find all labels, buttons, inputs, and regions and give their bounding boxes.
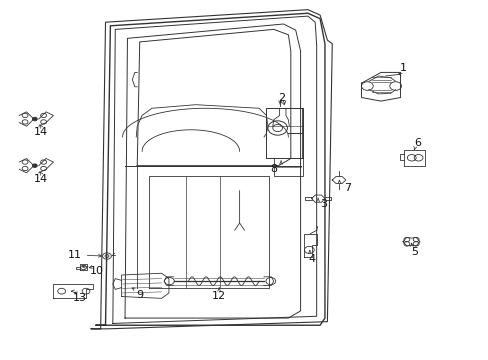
Text: 1: 1 [399, 63, 406, 73]
Text: 14: 14 [34, 127, 48, 136]
Text: 4: 4 [307, 254, 315, 264]
Text: 9: 9 [136, 290, 143, 300]
Circle shape [32, 117, 37, 121]
Text: 8: 8 [270, 163, 277, 174]
Text: 11: 11 [68, 250, 81, 260]
Text: 12: 12 [212, 291, 226, 301]
Text: 13: 13 [73, 293, 87, 303]
Text: 2: 2 [278, 93, 285, 103]
Text: 10: 10 [90, 266, 104, 276]
Text: 3: 3 [320, 199, 327, 210]
Text: 14: 14 [34, 174, 48, 184]
Circle shape [32, 164, 37, 167]
Text: 5: 5 [411, 247, 418, 257]
Text: 6: 6 [413, 138, 420, 148]
Text: 7: 7 [344, 183, 351, 193]
